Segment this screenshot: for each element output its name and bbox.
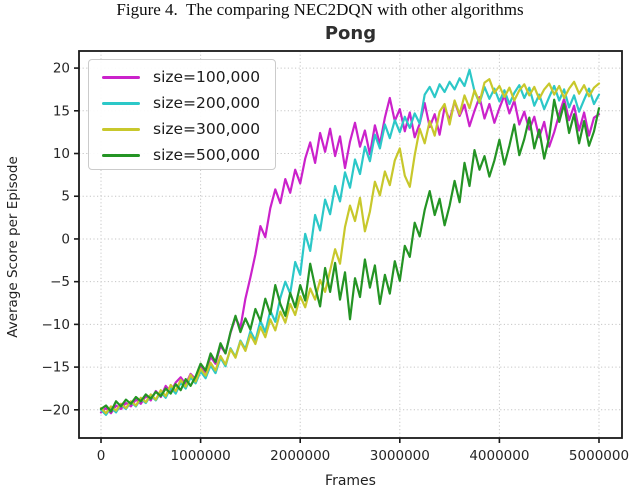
legend-label: size=100,000 (153, 68, 261, 86)
x-tick-label: 2000000 (270, 448, 330, 464)
y-tick-label: 20 (53, 61, 70, 77)
y-tick-label: 0 (61, 231, 70, 247)
y-tick-label: −5 (50, 274, 70, 290)
y-tick-label: −20 (42, 402, 71, 418)
legend-label: size=300,000 (153, 120, 261, 138)
y-tick-label: 10 (53, 146, 70, 162)
series-line-size-500000 (99, 98, 601, 413)
series-line-size-200000 (99, 68, 601, 416)
y-tick-label: 15 (53, 103, 70, 119)
y-tick-label: 5 (61, 189, 70, 205)
legend-row-size-200000: size=200,000 (95, 90, 275, 116)
y-tick-label: −10 (42, 317, 71, 333)
x-tick-label: 4000000 (469, 448, 529, 464)
x-tick-label: 0 (97, 448, 106, 464)
legend-label: size=500,000 (153, 146, 261, 164)
x-tick-label: 1000000 (171, 448, 231, 464)
legend-swatch-size-300000 (102, 127, 140, 131)
chart-title: Pong (324, 23, 377, 44)
legend-swatch-size-200000 (102, 101, 140, 105)
legend-swatch-size-100000 (102, 75, 140, 79)
figure-caption: Figure 4. The comparing NEC2DQN with oth… (116, 0, 524, 19)
y-tick-label: −15 (42, 360, 71, 376)
legend-swatch-size-500000 (102, 153, 140, 157)
legend-label: size=200,000 (153, 94, 261, 112)
legend-row-size-500000: size=500,000 (95, 142, 275, 168)
legend: size=100,000 size=200,000 size=300,000 size… (88, 59, 276, 170)
axes-frame (78, 50, 623, 439)
x-tick-label: 5000000 (569, 448, 629, 464)
x-axis-label: Frames (325, 473, 376, 489)
legend-row-size-100000: size=100,000 (95, 64, 275, 90)
x-tick-label: 3000000 (370, 448, 430, 464)
legend-row-size-300000: size=300,000 (95, 116, 275, 142)
